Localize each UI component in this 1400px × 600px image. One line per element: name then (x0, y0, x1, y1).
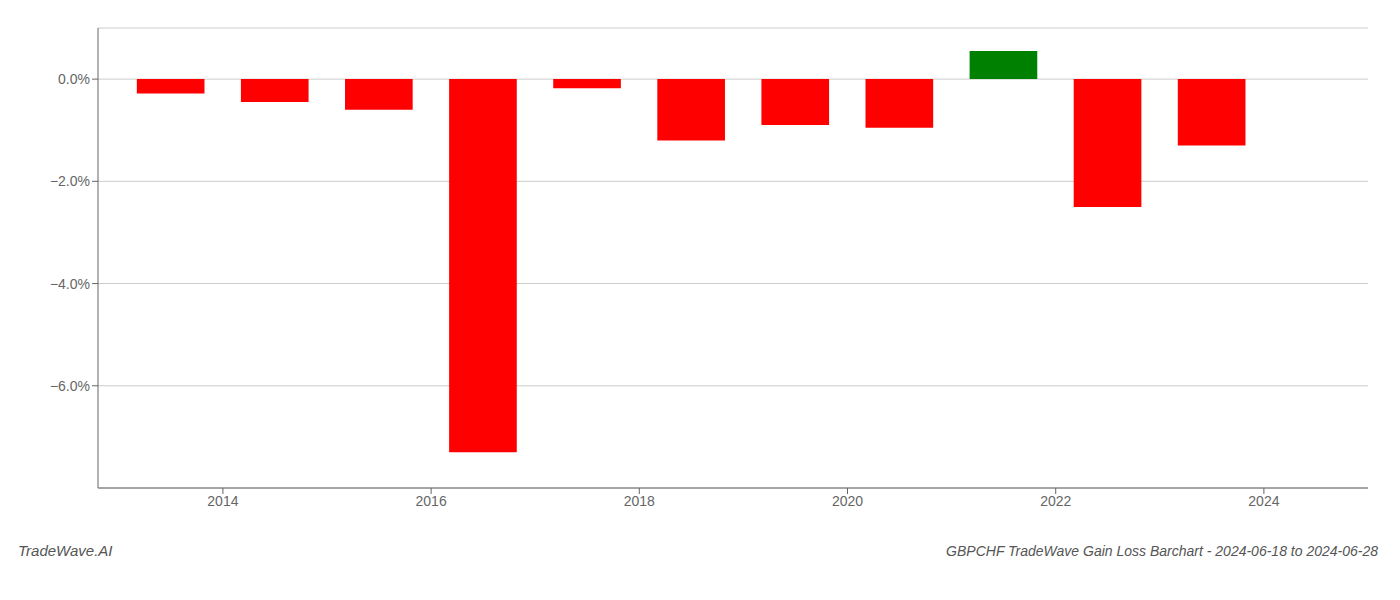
svg-text:2016: 2016 (416, 493, 447, 509)
svg-text:0.0%: 0.0% (58, 71, 90, 87)
svg-text:2018: 2018 (624, 493, 655, 509)
html-text:TradeWave.AI: TradeWave.AI (18, 542, 113, 559)
svg-text:−2.0%: −2.0% (50, 173, 90, 189)
svg-text:2022: 2022 (1040, 493, 1071, 509)
svg-text:2020: 2020 (832, 493, 863, 509)
svg-text:2024: 2024 (1248, 493, 1279, 509)
html-text:GBPCHF TradeWave Gain Loss Bar: GBPCHF TradeWave Gain Loss Barchart - 20… (946, 543, 1378, 559)
svg-text:−6.0%: −6.0% (50, 378, 90, 394)
svg-text:−4.0%: −4.0% (50, 276, 90, 292)
svg-text:2014: 2014 (207, 493, 238, 509)
